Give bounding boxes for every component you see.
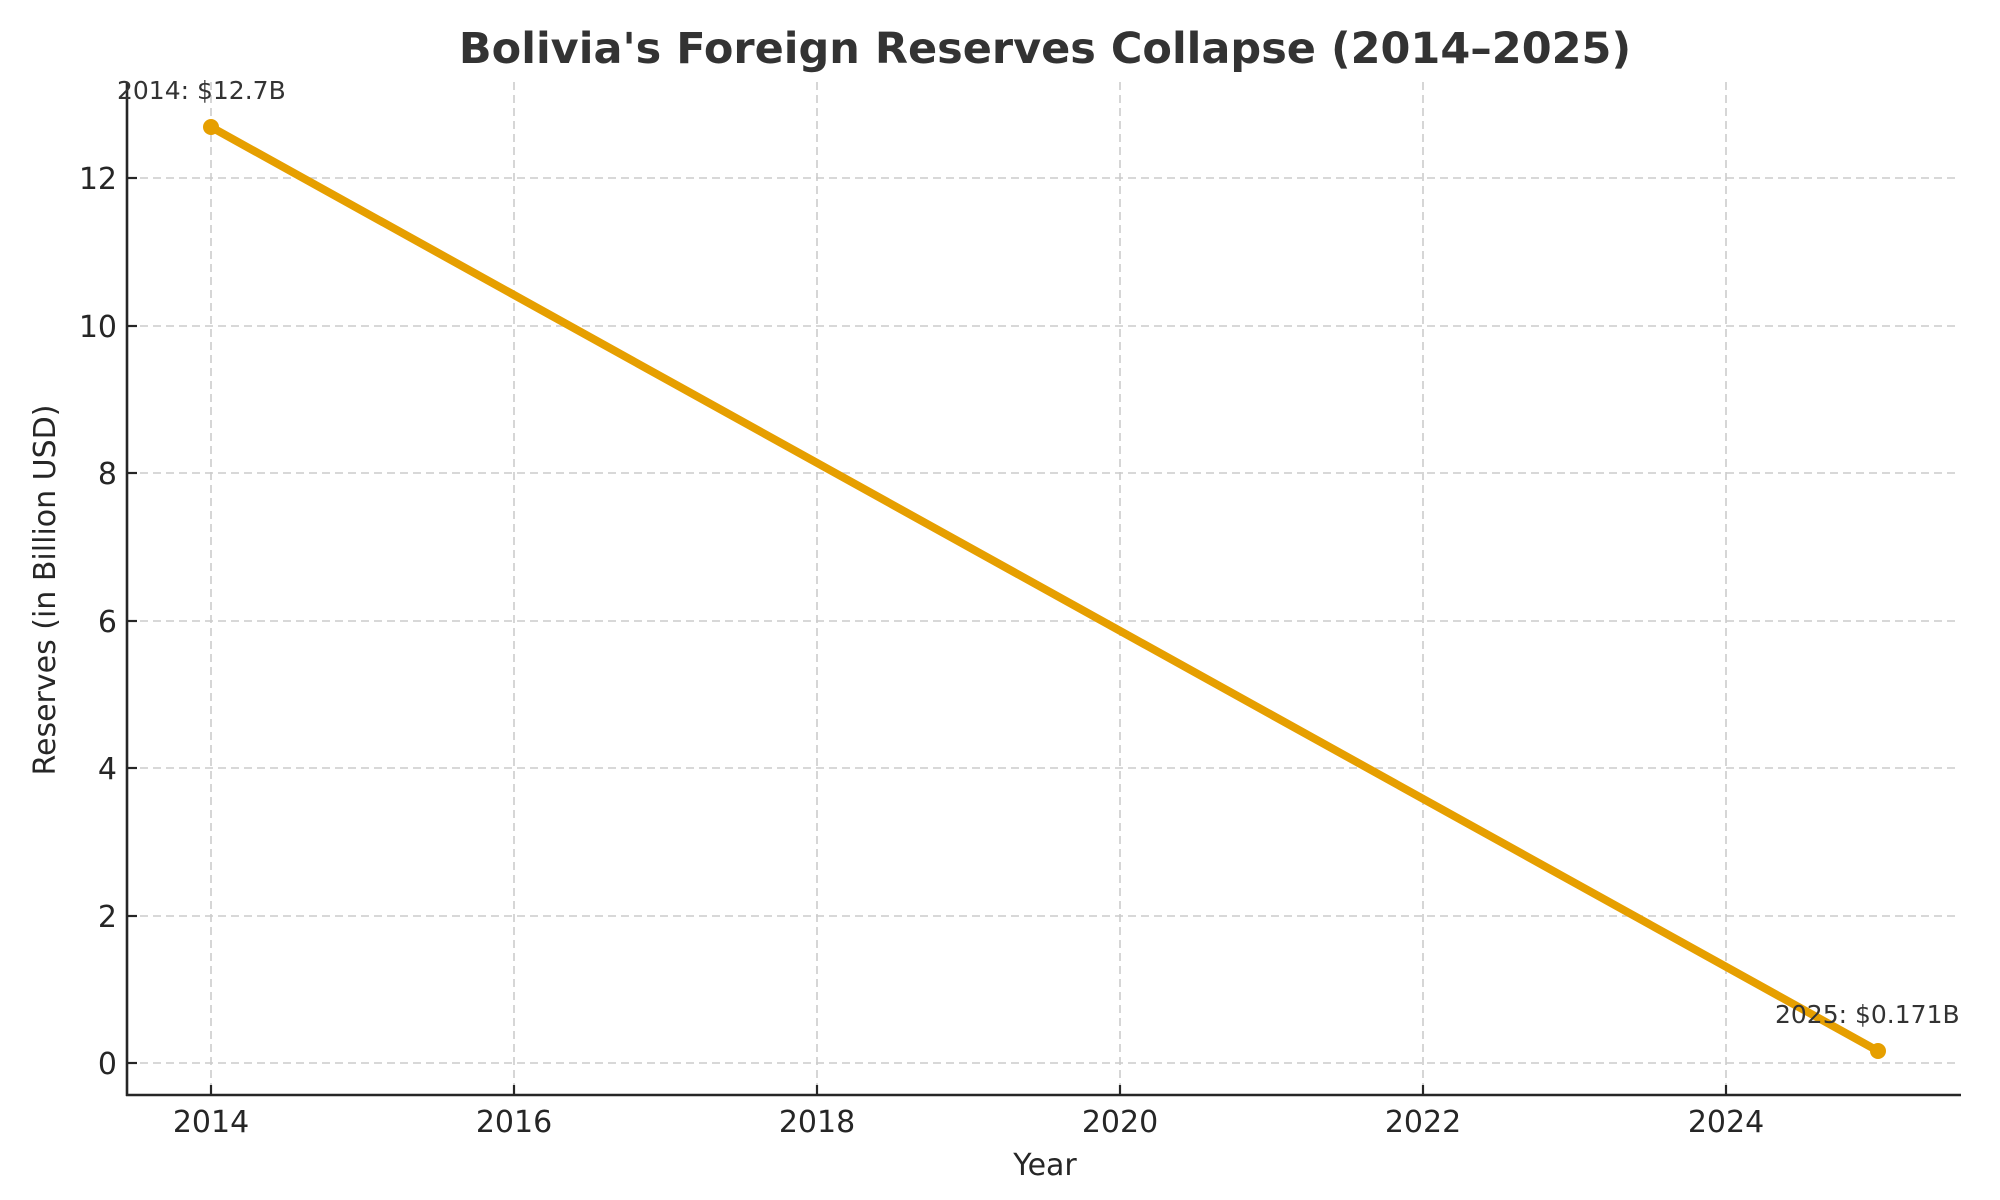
y-tick-label: 8: [98, 457, 117, 492]
x-tick-label: 2024: [1688, 1105, 1764, 1140]
y-tick-label: 2: [98, 900, 117, 935]
chart-title: Bolivia's Foreign Reserves Collapse (201…: [459, 24, 1631, 74]
y-tick-labels: 0 2 4 6 8 10 12: [79, 162, 117, 1082]
y-tick-label: 0: [98, 1047, 117, 1082]
x-ticks: [209, 1085, 1728, 1095]
y-ticks: [127, 176, 137, 1065]
x-tick-label: 2014: [173, 1105, 249, 1140]
x-tick-label: 2016: [476, 1105, 552, 1140]
x-tick-label: 2018: [779, 1105, 855, 1140]
data-point-2014: [203, 119, 219, 135]
x-axis-label: Year: [1012, 1148, 1077, 1183]
x-tick-label: 2020: [1082, 1105, 1158, 1140]
y-tick-label: 12: [79, 162, 117, 197]
x-tick-label: 2022: [1385, 1105, 1461, 1140]
x-gridlines: [210, 82, 1727, 1095]
annotation-2014: 2014: $12.7B: [117, 76, 286, 105]
y-tick-label: 6: [98, 605, 117, 640]
reserves-line: [207, 123, 1882, 1055]
data-point-2025: [1870, 1043, 1886, 1059]
y-gridlines: [127, 177, 1960, 1064]
x-tick-labels: 2014 2016 2018 2020 2022 2024: [173, 1105, 1764, 1140]
y-tick-label: 10: [79, 310, 117, 345]
y-axis-label: Reserves (in Billion USD): [28, 405, 63, 776]
y-tick-label: 4: [98, 752, 117, 787]
series-reserves: [203, 119, 1886, 1059]
annotation-2025: 2025: $0.171B: [1775, 1000, 1960, 1029]
